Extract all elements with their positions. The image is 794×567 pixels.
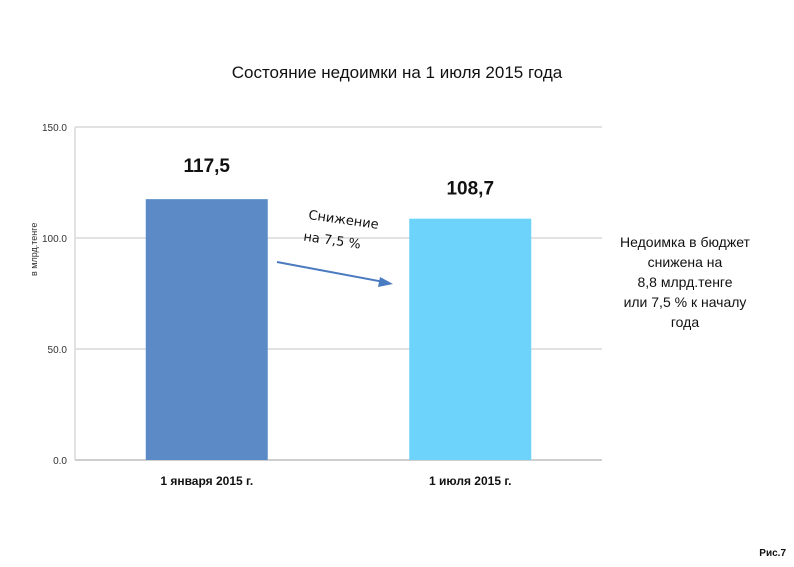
axis-layer: 0.0 50.0 100.0 150.0 xyxy=(42,123,76,467)
side-note-line: или 7,5 % к началу xyxy=(623,294,747,310)
side-note-line: снижена на xyxy=(647,254,723,270)
label-layer: 117,5 1 января 2015 г. 108,7 1 июля 2015 г. xyxy=(160,156,511,488)
reduction-arrow xyxy=(276,261,393,287)
side-note-line: 8,8 млрд.тенге xyxy=(637,274,733,290)
x-tick-label: 1 июля 2015 г. xyxy=(429,474,511,488)
x-tick-label: 1 января 2015 г. xyxy=(160,474,253,488)
annotation-line-2: на 7,5 % xyxy=(302,230,361,253)
y-tick-label: 50.0 xyxy=(48,345,68,356)
y-tick-label: 100.0 xyxy=(42,234,67,245)
reduction-annotation: Снижение на 7,5 % xyxy=(302,208,379,253)
y-axis-label: в млрд.тенге xyxy=(29,223,39,276)
bar xyxy=(145,199,268,460)
annotation-line-1: Снижение xyxy=(307,208,379,233)
bar-layer xyxy=(145,199,532,460)
side-note: Недоимка в бюджет снижена на 8,8 млрд.те… xyxy=(605,232,765,332)
chart-title: Состояние недоимки на 1 июля 2015 года xyxy=(231,63,563,82)
bar xyxy=(409,218,532,460)
arrow-shaft xyxy=(276,261,385,283)
side-note-line: года xyxy=(670,314,700,330)
y-tick-label: 150.0 xyxy=(42,123,67,134)
data-label: 108,7 xyxy=(446,179,494,200)
arrow-head xyxy=(378,277,393,287)
y-tick-label: 0.0 xyxy=(53,456,67,467)
data-label: 117,5 xyxy=(184,156,231,177)
side-note-line: Недоимка в бюджет xyxy=(620,234,750,250)
figure-label: Рис.7 xyxy=(759,548,786,559)
